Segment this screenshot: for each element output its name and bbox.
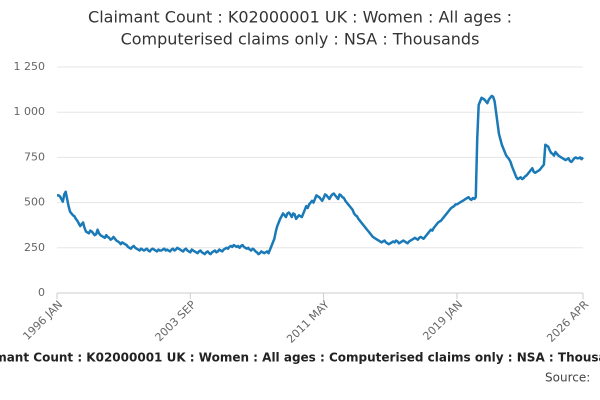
data-line bbox=[57, 94, 584, 256]
caption: Claimant Count : K02000001 UK : Women : … bbox=[0, 351, 600, 365]
y-tick-label: 1 000 bbox=[14, 105, 46, 118]
chart-title: Computerised claims only : NSA : Thousan… bbox=[121, 30, 480, 49]
y-tick-label: 250 bbox=[24, 241, 45, 254]
y-tick-label: 750 bbox=[24, 150, 45, 163]
x-tick-label: 2019 JAN bbox=[420, 298, 465, 343]
x-tick-label: 1996 JAN bbox=[20, 298, 65, 343]
x-tick-label: 2011 MAY bbox=[284, 298, 332, 346]
y-tick-label: 1 250 bbox=[14, 60, 46, 73]
y-tick-label: 500 bbox=[24, 196, 45, 209]
x-tick-label: 2003 SEP bbox=[153, 298, 199, 344]
source: Source: bbox=[545, 371, 590, 385]
y-tick-label: 0 bbox=[38, 286, 45, 299]
chart-title: Claimant Count : K02000001 UK : Women : … bbox=[88, 8, 512, 27]
x-tick-label: 2026 APR bbox=[544, 298, 591, 345]
